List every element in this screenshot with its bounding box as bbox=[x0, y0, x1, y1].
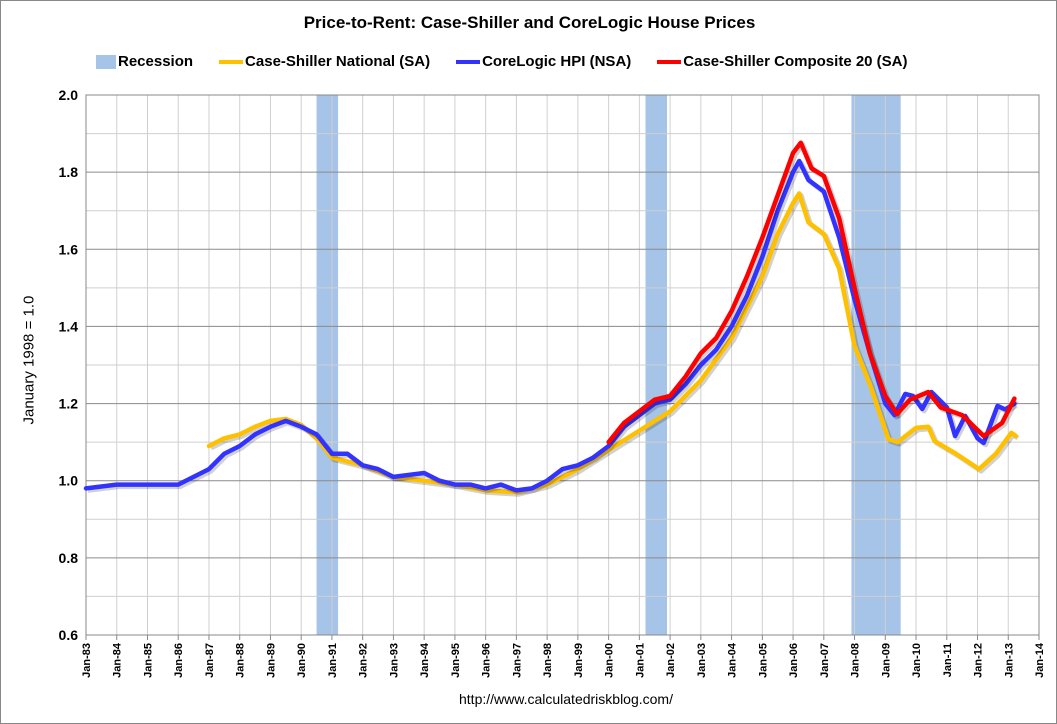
legend-item-composite-20: Case-Shiller Composite 20 (SA) bbox=[657, 53, 908, 70]
legend-label: Case-Shiller National (SA) bbox=[245, 53, 431, 70]
x-tick-label: Jan-08 bbox=[850, 643, 862, 678]
legend-swatch bbox=[219, 59, 244, 64]
series-line-corelogic-hpi-nsa- bbox=[83, 158, 1017, 493]
x-tick-label: Jan-09 bbox=[880, 643, 892, 678]
chart-title: Price-to-Rent: Case-Shiller and CoreLogi… bbox=[303, 13, 756, 32]
x-tick-label: Jan-85 bbox=[142, 643, 154, 678]
y-tick-label: 1.2 bbox=[59, 396, 79, 412]
x-tick-label: Jan-03 bbox=[696, 643, 708, 678]
legend: Recession Case-Shiller National (SA) Cor… bbox=[96, 53, 908, 70]
y-tick-label: 1.4 bbox=[59, 318, 79, 334]
legend-item-corelogic: CoreLogic HPI (NSA) bbox=[456, 53, 631, 70]
legend-label: Case-Shiller Composite 20 (SA) bbox=[683, 53, 908, 70]
x-tick-label: Jan-86 bbox=[173, 643, 185, 678]
x-tick-label: Jan-06 bbox=[788, 643, 800, 678]
y-tick-label: 1.6 bbox=[59, 241, 79, 257]
x-tick-label: Jan-02 bbox=[665, 643, 677, 678]
y-tick-label: 2.0 bbox=[59, 87, 79, 103]
x-tick-label: Jan-07 bbox=[819, 643, 831, 678]
x-tick-label: Jan-88 bbox=[235, 643, 247, 678]
x-tick-label: Jan-13 bbox=[1003, 643, 1015, 678]
legend-swatch bbox=[657, 59, 682, 64]
x-tick-label: Jan-91 bbox=[327, 643, 339, 678]
x-tick-label: Jan-84 bbox=[112, 642, 124, 678]
series-line-case-shiller-composite-20-sa- bbox=[606, 140, 1017, 445]
series-shadow bbox=[608, 142, 1019, 446]
legend-label: CoreLogic HPI (NSA) bbox=[482, 53, 632, 70]
x-tick-label: Jan-12 bbox=[973, 643, 985, 678]
x-tick-label: Jan-92 bbox=[358, 643, 370, 678]
x-tick-label: Jan-00 bbox=[604, 643, 616, 678]
x-tick-label: Jan-93 bbox=[388, 643, 400, 678]
x-tick-label: Jan-94 bbox=[419, 642, 431, 678]
x-tick-label: Jan-95 bbox=[450, 643, 462, 678]
x-tick-label: Jan-87 bbox=[204, 643, 216, 678]
legend-label: Recession bbox=[118, 53, 194, 70]
y-tick-label: 1.0 bbox=[59, 473, 79, 489]
x-tick-label: Jan-10 bbox=[911, 643, 923, 678]
legend-item-case-shiller-national: Case-Shiller National (SA) bbox=[219, 53, 430, 70]
y-tick-label: 0.6 bbox=[59, 627, 79, 643]
x-tick-label: Jan-96 bbox=[481, 643, 493, 678]
x-tick-label: Jan-11 bbox=[942, 643, 954, 677]
y-tick-label: 0.8 bbox=[59, 550, 79, 566]
x-tick-label: Jan-98 bbox=[542, 643, 554, 678]
source-url: http://www.calculatedriskblog.com/ bbox=[459, 691, 673, 707]
legend-item-recession: Recession bbox=[96, 53, 193, 70]
x-tick-label: Jan-97 bbox=[511, 643, 523, 678]
x-tick-label: Jan-05 bbox=[757, 643, 769, 678]
x-tick-label: Jan-89 bbox=[265, 643, 277, 678]
x-tick-label: Jan-14 bbox=[1034, 642, 1046, 678]
plot-frame bbox=[85, 94, 1040, 636]
legend-swatch bbox=[456, 59, 481, 64]
y-tick-label: 1.8 bbox=[59, 164, 79, 180]
x-tick-label: Jan-04 bbox=[727, 642, 739, 678]
x-tick-label: Jan-90 bbox=[296, 643, 308, 678]
x-tick-label: Jan-83 bbox=[81, 643, 93, 678]
x-tick-label: Jan-99 bbox=[573, 643, 585, 678]
legend-swatch bbox=[96, 54, 116, 69]
x-tick-label: Jan-01 bbox=[634, 643, 646, 678]
